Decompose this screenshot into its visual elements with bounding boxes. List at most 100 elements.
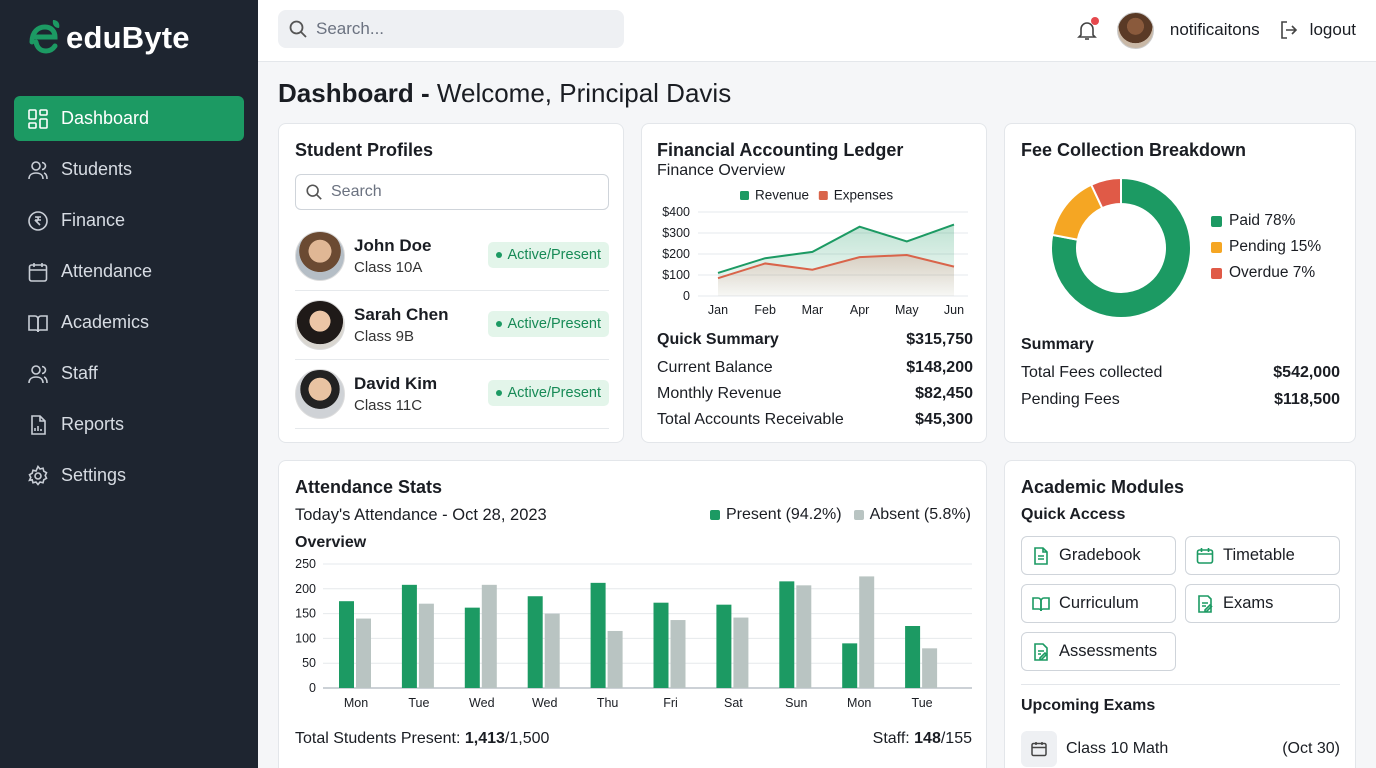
gradebook-icon [1034, 546, 1048, 565]
student-class: Class 11C [354, 397, 423, 414]
students-present-summary: Total Students Present: 1,413/1,500 [295, 730, 549, 748]
divider [1021, 684, 1340, 685]
y-tick-label: 50 [302, 656, 316, 670]
sidebar-item-label: Attendance [61, 261, 153, 281]
sidebar-item-settings[interactable]: Settings [14, 453, 244, 498]
sidebar-item-dashboard[interactable]: Dashboard [14, 96, 244, 141]
curriculum-button[interactable]: Curriculum [1021, 584, 1176, 623]
student-row[interactable]: David Kim Class 11C Active/Present [295, 360, 609, 429]
y-tick-label: $200 [662, 247, 690, 261]
summary-label: Monthly Revenue [657, 385, 782, 402]
legend-item: Overdue 7% [1211, 264, 1321, 282]
x-tick-label: Tue [408, 696, 429, 710]
attendance-bar-chart: 250 200 150 100 50 0 Mon Tue Wed Wed Thu Fri Sat Sun M… [295, 557, 972, 710]
sidebar-item-label: Staff [61, 363, 98, 383]
search-input[interactable] [316, 19, 606, 39]
logo[interactable]: eduByte [26, 18, 190, 58]
fee-summary-row: Total Fees collected $542,000 [1021, 364, 1340, 382]
search-icon [289, 20, 307, 38]
calendar-icon [1031, 742, 1047, 757]
notifications-link[interactable]: notificaitons [1169, 20, 1260, 39]
financial-ledger-card: Financial Accounting Ledger Finance Over… [641, 123, 987, 443]
assessments-button[interactable]: Assessments [1021, 632, 1176, 671]
staff-label: Staff: [872, 730, 915, 747]
bar-absent [922, 648, 938, 688]
sidebar-item-academics[interactable]: Academics [14, 300, 244, 345]
legend-swatch [710, 510, 720, 520]
sidebar-item-label: Finance [61, 210, 126, 230]
fee-collection-card: Fee Collection Breakdown Paid 78% Pending… [1004, 123, 1356, 443]
page-title-welcome: Welcome, Principal Davis [429, 78, 732, 108]
series-line-expenses [717, 254, 955, 280]
curriculum-icon [1032, 596, 1050, 611]
summary-label: Current Balance [657, 359, 773, 376]
user-avatar[interactable] [1116, 11, 1154, 49]
fee-summary-title: Summary [1021, 336, 1094, 353]
student-avatar [295, 300, 345, 350]
summary-value: $148,200 [906, 359, 973, 376]
legend-swatch [1211, 267, 1222, 279]
gradebook-button[interactable]: Gradebook [1021, 536, 1176, 575]
bar-present [653, 602, 669, 688]
student-avatar [295, 231, 345, 281]
sidebar-nav: Dashboard Students Finance Attendance Ac… [14, 96, 244, 504]
finance-area-chart: Revenue Expenses $400 $300 $200 $100 0 Jan Feb Ma… [662, 188, 968, 317]
notification-bell[interactable] [1075, 17, 1099, 42]
legend-label: Pending 15% [1229, 238, 1322, 255]
summary-row: Total Accounts Receivable $45,300 [657, 411, 973, 429]
status-badge: Active/Present [487, 380, 609, 406]
exams-button[interactable]: Exams [1185, 584, 1340, 623]
module-label: Timetable [1223, 546, 1295, 564]
sidebar-item-attendance[interactable]: Attendance [14, 249, 244, 294]
exam-row[interactable]: Class 10 Math (Oct 30) [1021, 731, 1340, 767]
sidebar-item-finance[interactable]: Finance [14, 198, 244, 243]
top-bar: notificaitons logout [258, 0, 1376, 62]
fee-donut-chart [1050, 176, 1192, 319]
sidebar-item-students[interactable]: Students [14, 147, 244, 192]
series-line-revenue [717, 223, 955, 274]
y-tick-label: 200 [295, 582, 316, 596]
students-present-label: Total Students Present: [295, 730, 465, 747]
assessments-icon [1034, 642, 1048, 661]
bar-absent [796, 585, 812, 688]
y-tick-label: $100 [662, 268, 690, 282]
y-tick-label: 0 [683, 289, 690, 303]
x-tick-label: Fri [663, 696, 678, 710]
student-class: Class 10A [354, 259, 423, 276]
x-tick-label: May [895, 303, 919, 317]
summary-row: Current Balance $148,200 [657, 359, 973, 377]
pie-slice [1089, 176, 1122, 210]
exams-icon [1198, 594, 1213, 613]
legend-swatch [740, 191, 749, 200]
x-tick-label: Wed [532, 696, 558, 710]
academic-modules-card: Academic Modules Quick Access Gradebook … [1004, 460, 1356, 768]
student-row[interactable]: John Doe Class 10A Active/Present [295, 222, 609, 291]
card-title: Fee Collection Breakdown [1021, 140, 1247, 160]
exam-date: (Oct 30) [1282, 740, 1340, 757]
legend-swatch [1211, 241, 1222, 253]
legend-label: Absent (5.8%) [869, 506, 971, 523]
exam-calendar-badge [1021, 731, 1057, 767]
sidebar-item-staff[interactable]: Staff [14, 351, 244, 396]
sidebar-item-label: Dashboard [61, 108, 150, 128]
student-row[interactable]: Sarah Chen Class 9B Active/Present [295, 291, 609, 360]
module-label: Curriculum [1059, 594, 1139, 612]
sidebar-item-reports[interactable]: Reports [14, 402, 244, 447]
search-icon [306, 184, 322, 200]
logout-button[interactable]: logout [1278, 19, 1356, 41]
summary-row: Monthly Revenue $82,450 [657, 385, 973, 403]
overview-label: Overview [295, 534, 367, 551]
y-tick-label: 250 [295, 557, 316, 571]
bar-absent [670, 620, 686, 688]
staff-icon [28, 364, 48, 383]
timetable-button[interactable]: Timetable [1185, 536, 1340, 575]
x-tick-label: Tue [912, 696, 933, 710]
legend-swatch [1211, 215, 1222, 227]
student-search-input[interactable] [331, 183, 601, 201]
x-tick-label: Feb [754, 303, 776, 317]
module-label: Assessments [1059, 642, 1158, 660]
fee-label: Total Fees collected [1021, 364, 1163, 381]
staff-present-summary: Staff: 148/155 [873, 730, 972, 748]
bar-present [401, 584, 417, 688]
users-icon [28, 160, 48, 179]
